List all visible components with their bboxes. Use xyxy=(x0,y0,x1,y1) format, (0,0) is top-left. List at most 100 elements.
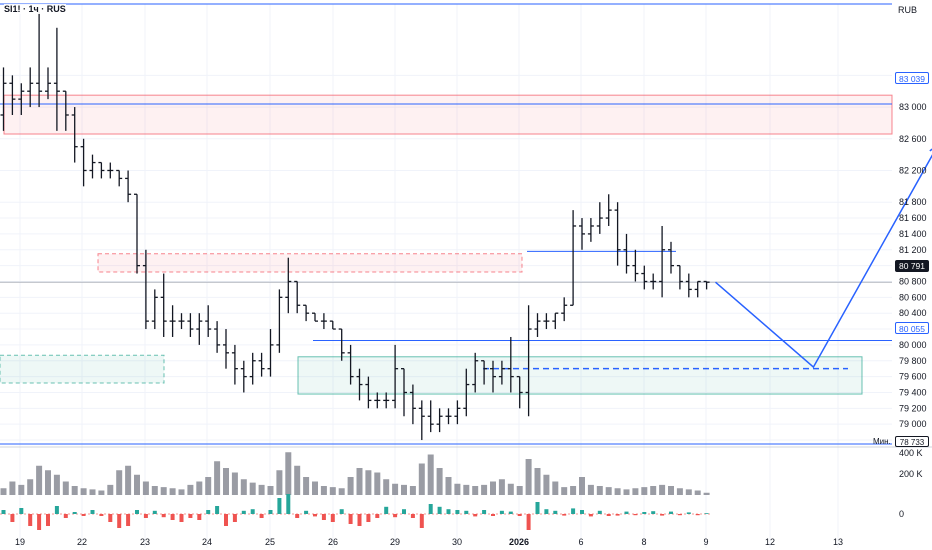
volume-bar xyxy=(223,468,229,495)
ohlc-bar xyxy=(356,368,363,401)
delta-bar xyxy=(464,510,469,514)
price-tick-label: 79 800 xyxy=(899,356,927,366)
delta-bar xyxy=(562,514,567,516)
delta-bar xyxy=(455,510,460,514)
price-tag-level-top: 83 039 xyxy=(895,72,929,84)
delta-bar xyxy=(215,506,220,514)
ohlc-bar xyxy=(18,83,25,115)
ohlc-bar xyxy=(45,67,51,100)
time-axis-label: 24 xyxy=(202,537,212,547)
volume-bar xyxy=(561,487,568,495)
ohlc-bar xyxy=(552,312,559,330)
volume-bar xyxy=(587,484,594,495)
volume-bar xyxy=(267,486,274,495)
volume-bar xyxy=(240,479,247,495)
volume-bar xyxy=(623,489,630,495)
ohlc-bar xyxy=(338,328,345,361)
ohlc-bar xyxy=(490,360,496,393)
delta-bar xyxy=(37,514,42,530)
currency-label[interactable]: RUB xyxy=(898,5,918,15)
ohlc-bar xyxy=(240,360,247,393)
volume-bar xyxy=(294,465,301,495)
volume-tick-label: 200 K xyxy=(899,469,923,479)
ohlc-bar xyxy=(125,170,132,203)
delta-bar xyxy=(384,506,389,514)
delta-bar xyxy=(437,506,442,514)
delta-bar xyxy=(375,514,380,518)
ohlc-bar xyxy=(98,161,105,179)
volume-bar xyxy=(320,486,327,495)
volume-bar xyxy=(134,474,140,495)
volume-bar xyxy=(107,484,114,495)
volume-bar xyxy=(71,486,78,495)
volume-bar xyxy=(703,492,710,495)
time-axis-label: 6 xyxy=(578,537,583,547)
delta-bar xyxy=(81,514,86,516)
delta-bar xyxy=(660,514,665,516)
ohlc-bar xyxy=(27,67,34,108)
resistance-zone-mid xyxy=(97,253,523,273)
time-axis-label: 9 xyxy=(703,537,708,547)
ohlc-bar xyxy=(62,90,69,131)
price-tick-label: 80 800 xyxy=(899,276,927,286)
volume-bar xyxy=(312,481,318,495)
price-tick-label: 80 400 xyxy=(899,308,927,318)
ohlc-bar xyxy=(9,75,16,115)
time-axis-label: 23 xyxy=(140,537,150,547)
ohlc-bar xyxy=(623,233,630,274)
volume-bar xyxy=(98,490,105,495)
delta-bar xyxy=(72,512,77,514)
volume-bar xyxy=(356,468,363,495)
ohlc-bar xyxy=(169,305,176,337)
delta-tick-label: 0 xyxy=(899,509,904,519)
volume-bar xyxy=(427,454,434,495)
ohlc-bar xyxy=(116,169,123,187)
ohlc-bar xyxy=(534,313,541,337)
delta-bar xyxy=(588,514,593,517)
volume-bar xyxy=(490,481,496,495)
delta-bar xyxy=(152,510,157,514)
ohlc-bar xyxy=(498,360,505,385)
delta-bar xyxy=(553,510,558,514)
ohlc-bar xyxy=(392,344,399,409)
delta-bar xyxy=(402,509,406,514)
volume-bar xyxy=(205,477,212,495)
delta-bar xyxy=(446,509,451,514)
ticker-label[interactable]: SI1! · 1ч · RUS xyxy=(4,4,66,14)
price-tick-label: 81 200 xyxy=(899,245,927,255)
ohlc-bar xyxy=(481,360,488,385)
delta-bar xyxy=(544,509,549,514)
ohlc-bar xyxy=(205,305,212,337)
ohlc-bar xyxy=(107,162,114,179)
volume-bar xyxy=(329,487,336,495)
delta-bar xyxy=(410,514,415,518)
delta-bar xyxy=(642,512,647,514)
volume-bar xyxy=(89,489,96,495)
delta-bar xyxy=(117,514,122,528)
delta-bar xyxy=(304,510,309,514)
delta-bar xyxy=(651,511,656,514)
delta-bar xyxy=(277,498,282,514)
delta-bar xyxy=(571,508,576,514)
time-axis-label: 25 xyxy=(265,537,275,547)
delta-bar xyxy=(90,510,95,514)
delta-bar xyxy=(428,504,433,514)
ohlc-bar xyxy=(668,241,674,274)
delta-bar xyxy=(126,514,131,526)
volume-bar xyxy=(418,463,425,495)
price-tag-level-mid: 80 055 xyxy=(895,322,929,334)
volume-bar xyxy=(392,483,399,495)
volume-bar xyxy=(178,489,185,495)
ohlc-bar xyxy=(134,193,140,274)
volume-bar xyxy=(249,482,256,495)
volume-bar xyxy=(694,490,701,495)
ohlc-bar xyxy=(223,329,229,369)
min-label: Мин. xyxy=(873,437,891,446)
ohlc-bar xyxy=(329,320,336,330)
volume-bar xyxy=(62,481,69,495)
delta-bar xyxy=(268,510,273,514)
volume-bar xyxy=(445,477,452,495)
volume-tick-label: 400 K xyxy=(899,448,923,458)
price-tick-label: 79 400 xyxy=(899,387,927,397)
